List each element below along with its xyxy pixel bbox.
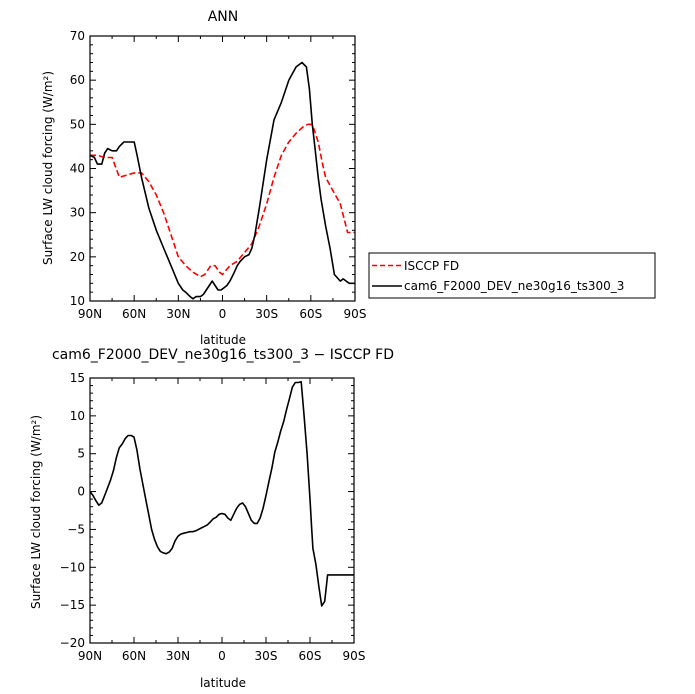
x-tick-label: 90N (78, 307, 102, 321)
bottom-x-axis: 90N 60N 30N 0 30S 60S 90S (78, 378, 366, 663)
y-tick-label: 70 (70, 29, 85, 43)
x-tick-label: 30S (255, 649, 278, 663)
y-tick-label: 0 (77, 485, 85, 499)
top-x-axis: 90N 60N 30N 0 30S 60S 90S (78, 36, 367, 321)
y-tick-label: −20 (60, 636, 85, 650)
x-tick-label: 0 (219, 307, 227, 321)
top-plot-frame (89, 35, 356, 302)
y-tick-label: −10 (60, 560, 85, 574)
y-tick-label: 5 (77, 447, 85, 461)
legend-box (368, 252, 656, 299)
legend-label-cam6: cam6_F2000_DEV_ne30g16_ts300_3 (404, 279, 624, 293)
y-tick-label: −15 (60, 598, 85, 612)
x-tick-label: 60N (122, 307, 146, 321)
top-title: ANN (208, 9, 239, 25)
x-tick-label: 90S (343, 649, 366, 663)
bottom-plot-frame (89, 377, 355, 644)
y-tick-label: 15 (70, 371, 85, 385)
y-tick-label: 10 (70, 294, 85, 308)
x-tick-label: 60S (299, 649, 322, 663)
y-tick-label: 50 (70, 117, 85, 131)
top-series-lines (89, 61, 355, 300)
x-tick-label: 30S (255, 307, 278, 321)
series-line-0 (89, 380, 354, 607)
x-tick-label: 30N (166, 649, 190, 663)
bottom-y-axis-label: Surface LW cloud forcing (W/m²) (29, 415, 43, 609)
top-panel: ANN 90N 60N 30N 0 30S 60S 90S 10 20 30 40 50 60 70 l… (41, 9, 366, 347)
y-tick-label: 10 (70, 409, 85, 423)
y-tick-label: 30 (70, 206, 85, 220)
y-tick-label: −5 (67, 522, 85, 536)
y-tick-label: 40 (70, 162, 85, 176)
bottom-series-lines (89, 380, 354, 607)
legend: ISCCP FD cam6_F2000_DEV_ne30g16_ts300_3 (368, 252, 656, 299)
x-tick-label: 60N (122, 649, 146, 663)
top-y-axis: 10 20 30 40 50 60 70 (70, 29, 355, 308)
x-tick-label: 60S (299, 307, 322, 321)
series-line-1 (89, 61, 355, 300)
bottom-y-axis: −20 −15 −10 −5 0 5 10 15 (60, 371, 354, 650)
y-tick-label: 60 (70, 73, 85, 87)
legend-label-isccp: ISCCP FD (404, 259, 459, 273)
x-tick-label: 90S (344, 307, 367, 321)
bottom-x-axis-label: latitude (200, 676, 246, 690)
top-x-axis-label: latitude (200, 333, 246, 347)
x-tick-label: 90N (78, 649, 102, 663)
top-y-axis-label: Surface LW cloud forcing (W/m²) (41, 71, 55, 265)
x-tick-label: 0 (218, 649, 226, 663)
x-tick-label: 30N (166, 307, 190, 321)
bottom-panel: cam6_F2000_DEV_ne30g16_ts300_3 − ISCCP F… (29, 347, 394, 690)
y-tick-label: 20 (70, 250, 85, 264)
bottom-title: cam6_F2000_DEV_ne30g16_ts300_3 − ISCCP F… (52, 347, 394, 363)
